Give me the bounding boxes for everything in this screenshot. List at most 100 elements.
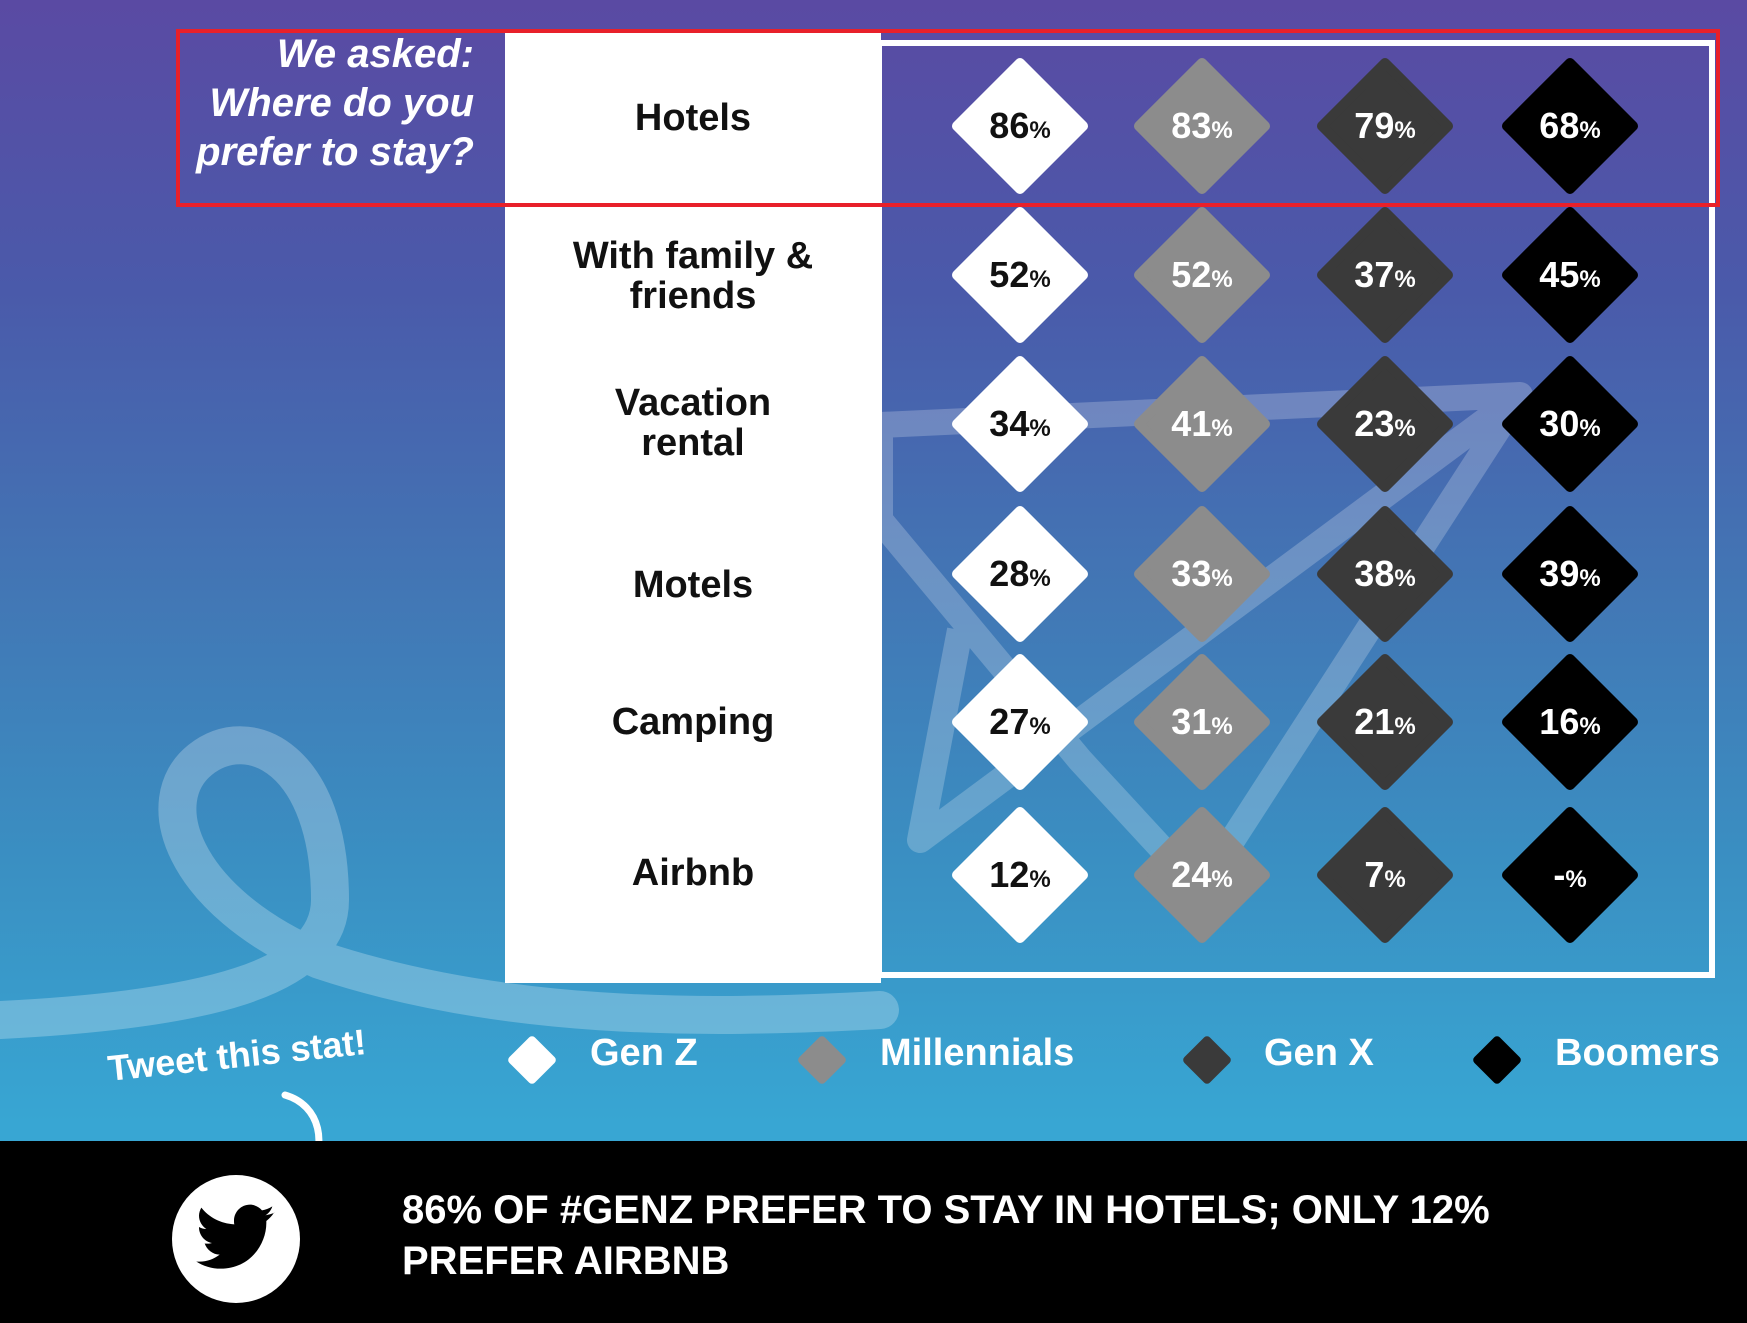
- row-label-panel: [505, 33, 881, 983]
- value-label: 79%: [1354, 105, 1415, 146]
- diamond-marker: [1317, 654, 1453, 790]
- value-cell-gen-z-row-3: 34%: [952, 356, 1088, 492]
- diamond-marker: [952, 207, 1088, 343]
- value-cell-boomers-row-2: 45%: [1502, 207, 1638, 343]
- diamond-marker: [1502, 58, 1638, 194]
- legend-label-genx: Gen X: [1264, 1032, 1374, 1074]
- value-cell-millennials-row-4: 33%: [1134, 506, 1270, 642]
- value-cell-gen-x-row-1: 79%: [1317, 58, 1453, 194]
- value-label: 52%: [989, 254, 1050, 295]
- twitter-bird-icon: [196, 1204, 275, 1269]
- diamond-marker: [1502, 807, 1638, 943]
- value-label: 37%: [1354, 254, 1415, 295]
- legend-label-genz: Gen Z: [590, 1032, 698, 1074]
- row-label-family-friends: With family & friends: [505, 236, 881, 316]
- tweet-stat-line2: PREFER AIRBNB: [402, 1239, 730, 1283]
- diamond-marker: [1502, 356, 1638, 492]
- value-label: 33%: [1171, 553, 1232, 594]
- legend-label-millennials: Millennials: [880, 1032, 1075, 1074]
- value-cell-gen-z-row-6: 12%: [952, 807, 1088, 943]
- diamond-marker: [1134, 356, 1270, 492]
- row-label-airbnb: Airbnb: [631, 852, 755, 894]
- value-label: 86%: [989, 105, 1050, 146]
- value-cell-gen-x-row-6: 7%: [1317, 807, 1453, 943]
- row-label-hotels: Hotels: [634, 97, 752, 139]
- row-label-camping: Camping: [611, 701, 775, 743]
- value-label: 34%: [989, 403, 1050, 444]
- value-label: 83%: [1171, 105, 1232, 146]
- value-grid-frame: [876, 40, 1715, 978]
- value-cell-millennials-row-1: 83%: [1134, 58, 1270, 194]
- row-label-vacation-rental: Vacation rental: [505, 383, 881, 463]
- value-label: 27%: [989, 701, 1050, 742]
- value-cell-millennials-row-2: 52%: [1134, 207, 1270, 343]
- value-cell-millennials-row-3: 41%: [1134, 356, 1270, 492]
- value-label: 45%: [1539, 254, 1600, 295]
- value-label: 39%: [1539, 553, 1600, 594]
- value-cell-gen-x-row-2: 37%: [1317, 207, 1453, 343]
- diamond-marker: [1134, 807, 1270, 943]
- value-label: 24%: [1171, 854, 1232, 895]
- tweet-stat-line1: 86% OF #GENZ PREFER TO STAY IN HOTELS; O…: [402, 1188, 1490, 1232]
- row-label-motels: Motels: [632, 564, 754, 606]
- value-label: 38%: [1354, 553, 1415, 594]
- value-cell-boomers-row-5: 16%: [1502, 654, 1638, 790]
- value-cell-gen-z-row-5: 27%: [952, 654, 1088, 790]
- diamond-marker: [1317, 58, 1453, 194]
- diamond-marker: [1134, 654, 1270, 790]
- diamond-marker: [1317, 506, 1453, 642]
- diamond-marker: [1502, 654, 1638, 790]
- value-cell-gen-z-row-1: 86%: [952, 58, 1088, 194]
- question-line-3: prefer to stay?: [196, 130, 474, 174]
- twitter-share-button[interactable]: [172, 1175, 300, 1303]
- diamond-marker: [1317, 207, 1453, 343]
- value-cell-millennials-row-6: 24%: [1134, 807, 1270, 943]
- value-label: 12%: [989, 854, 1050, 895]
- survey-question: We asked: Where do you prefer to stay?: [160, 30, 474, 177]
- row-label-vacation-line1: Vacation: [614, 382, 772, 424]
- diamond-marker: [1502, 506, 1638, 642]
- value-label: 68%: [1539, 105, 1600, 146]
- value-label: 21%: [1354, 701, 1415, 742]
- legend-marker-boomers: [1473, 1036, 1521, 1084]
- legend-label-boomers: Boomers: [1555, 1032, 1720, 1074]
- loop-trail: [0, 726, 899, 1039]
- diamond-marker: [952, 807, 1088, 943]
- value-cell-gen-z-row-2: 52%: [952, 207, 1088, 343]
- value-cell-millennials-row-5: 31%: [1134, 654, 1270, 790]
- value-label: 23%: [1354, 403, 1415, 444]
- diamond-marker: [952, 654, 1088, 790]
- diamond-marker: [1134, 207, 1270, 343]
- question-line-1: We asked:: [276, 32, 474, 76]
- row-label-family-line1: With family &: [572, 235, 814, 277]
- value-label: 52%: [1171, 254, 1232, 295]
- question-line-2: Where do you: [209, 81, 474, 125]
- value-label: 16%: [1539, 701, 1600, 742]
- value-cell-boomers-row-3: 30%: [1502, 356, 1638, 492]
- tweet-stat-text[interactable]: 86% OF #GENZ PREFER TO STAY IN HOTELS; O…: [402, 1185, 1602, 1287]
- row-label-vacation-line2: rental: [641, 422, 745, 464]
- value-label: 7%: [1364, 854, 1405, 895]
- value-cell-boomers-row-1: 68%: [1502, 58, 1638, 194]
- diamond-marker: [1134, 58, 1270, 194]
- value-cell-boomers-row-6: -%: [1502, 807, 1638, 943]
- value-cell-gen-x-row-5: 21%: [1317, 654, 1453, 790]
- value-cell-gen-z-row-4: 28%: [952, 506, 1088, 642]
- legend-marker-millennials: [798, 1036, 846, 1084]
- value-cell-gen-x-row-4: 38%: [1317, 506, 1453, 642]
- diamond-marker: [952, 58, 1088, 194]
- diamond-marker: [1317, 356, 1453, 492]
- value-label: 31%: [1171, 701, 1232, 742]
- value-cell-gen-x-row-3: 23%: [1317, 356, 1453, 492]
- diamond-marker: [1317, 807, 1453, 943]
- legend-marker-genz: [508, 1036, 556, 1084]
- value-label: 41%: [1171, 403, 1232, 444]
- highlight-box: [176, 29, 1720, 207]
- value-label: 30%: [1539, 403, 1600, 444]
- value-label: 28%: [989, 553, 1050, 594]
- diamond-marker: [952, 506, 1088, 642]
- value-cell-boomers-row-4: 39%: [1502, 506, 1638, 642]
- value-label: -%: [1553, 854, 1586, 895]
- row-label-family-line2: friends: [629, 275, 757, 317]
